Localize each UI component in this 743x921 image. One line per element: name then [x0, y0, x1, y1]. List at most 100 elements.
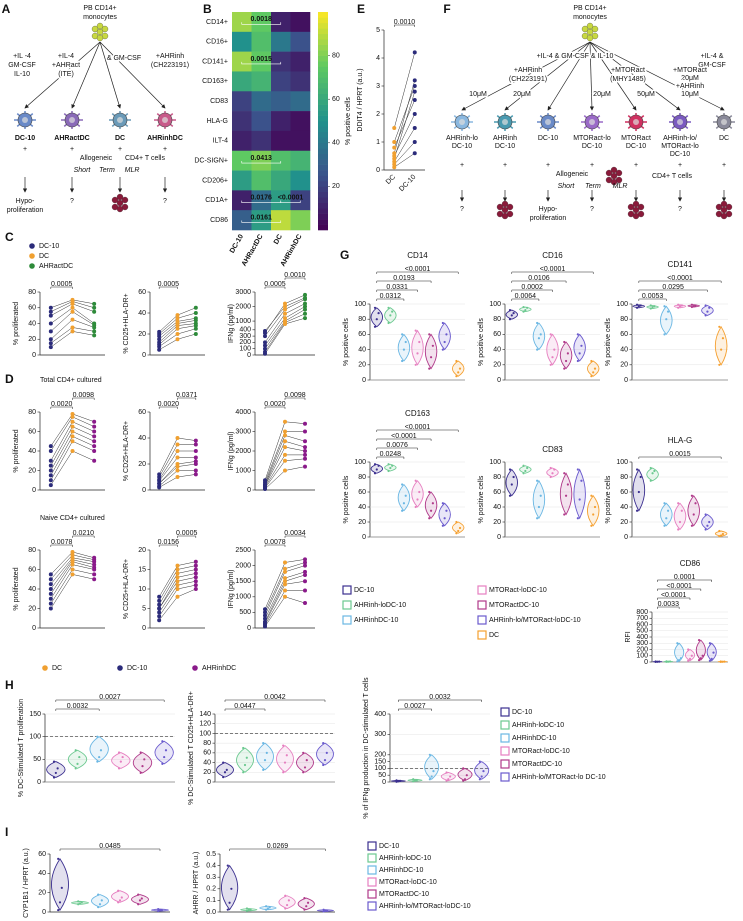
data-point — [653, 305, 656, 308]
heatmap-cell — [271, 130, 291, 152]
arrow — [589, 41, 681, 111]
data-point — [576, 333, 579, 336]
violin — [236, 747, 254, 773]
y-tick-label: 2000 — [235, 303, 251, 310]
heatmap-cell — [232, 111, 252, 132]
data-point — [441, 348, 444, 351]
data-point — [429, 356, 433, 359]
label: + — [163, 146, 167, 153]
violin — [687, 495, 700, 527]
y-axis-label: % DC-Stimulated T CD25+HLA-DR+ — [188, 691, 195, 805]
data-point — [283, 301, 287, 306]
data-point — [431, 344, 434, 347]
data-point — [98, 755, 101, 759]
violin — [220, 864, 239, 911]
data-point — [157, 472, 162, 477]
data-point — [283, 588, 287, 593]
data-point — [404, 494, 407, 497]
data-point — [326, 909, 329, 912]
data-point — [649, 304, 652, 307]
data-point — [305, 905, 308, 908]
data-point — [92, 555, 97, 560]
y-tick-label: 140 — [199, 711, 211, 718]
y-axis-label: DDIT4 / HPRT (a.u.) — [357, 68, 364, 131]
y-tick-label: 0 — [497, 377, 501, 384]
data-point — [283, 576, 287, 581]
data-point — [118, 899, 122, 902]
colorbar-label: % positive cells — [345, 97, 352, 145]
y-tick-label: 0 — [32, 352, 36, 359]
data-point — [226, 864, 229, 867]
data-point — [70, 555, 75, 560]
legend-label: AHRinhDC-10 — [379, 867, 423, 874]
data-point — [593, 505, 597, 509]
data-point — [303, 896, 306, 900]
y-tick-label: 0.3 — [206, 874, 216, 881]
data-point — [592, 371, 595, 374]
data-point — [653, 469, 656, 473]
data-point — [92, 562, 97, 567]
p-value: <0.0001 — [405, 424, 431, 431]
legend-label: DC-10 — [354, 587, 374, 594]
data-point — [175, 468, 180, 473]
p-value: 0.0210 — [73, 530, 95, 537]
violin — [91, 894, 109, 908]
data-point — [413, 779, 417, 782]
data-point — [401, 483, 404, 486]
y-tick-label: 1000 — [235, 467, 251, 474]
chart-title: CD16 — [542, 251, 563, 260]
data-point — [580, 479, 583, 482]
data-point — [704, 304, 707, 307]
data-point — [283, 311, 287, 316]
label: & GM-CSF — [107, 55, 141, 62]
data-point — [651, 305, 654, 309]
data-point — [157, 337, 162, 342]
data-point — [373, 463, 377, 466]
label: +AHRinh — [156, 53, 184, 60]
y-tick-label: 0.1 — [206, 897, 216, 904]
data-point — [706, 310, 709, 313]
label: DC-10 — [626, 143, 646, 150]
colorbar-segment — [318, 104, 328, 111]
label: monocytes — [83, 14, 117, 21]
data-point — [303, 464, 307, 469]
label: +AHRinh — [676, 83, 704, 90]
donor-line — [50, 331, 95, 348]
data-point — [578, 352, 581, 355]
significance-bracket — [511, 298, 540, 301]
significance-bracket — [224, 699, 326, 702]
data-point — [678, 520, 682, 524]
heatmap-cell — [271, 51, 291, 72]
annotation: 0.0015 — [251, 56, 273, 63]
p-value: 0.0002 — [521, 284, 543, 291]
p-value: <0.0001 — [405, 266, 431, 273]
data-point — [48, 449, 53, 453]
data-point — [563, 340, 566, 344]
data-point — [666, 509, 670, 512]
data-point — [137, 903, 140, 906]
panel-label: B — [203, 2, 212, 16]
data-point — [77, 903, 80, 906]
y-tick-label: 100 — [354, 301, 366, 308]
data-point — [160, 908, 163, 912]
data-point — [157, 594, 162, 599]
y-tick-label: 0 — [32, 487, 36, 494]
data-point — [536, 348, 539, 351]
label: + — [23, 146, 27, 153]
data-point — [96, 760, 99, 763]
data-point — [57, 908, 60, 912]
data-point — [100, 899, 103, 902]
data-point — [263, 619, 267, 624]
y-axis-label: % positive cells — [343, 475, 350, 523]
data-point — [303, 908, 306, 911]
y-tick-label: 60 — [493, 489, 501, 496]
y-tick-label: 100 — [636, 653, 648, 660]
label: DC-10 — [15, 135, 35, 142]
data-point — [412, 89, 417, 94]
data-point — [175, 475, 180, 479]
data-point — [193, 459, 198, 464]
data-point — [666, 310, 670, 313]
cell-cluster — [496, 203, 504, 211]
heatmap-cell — [251, 91, 272, 112]
data-point — [563, 472, 566, 475]
